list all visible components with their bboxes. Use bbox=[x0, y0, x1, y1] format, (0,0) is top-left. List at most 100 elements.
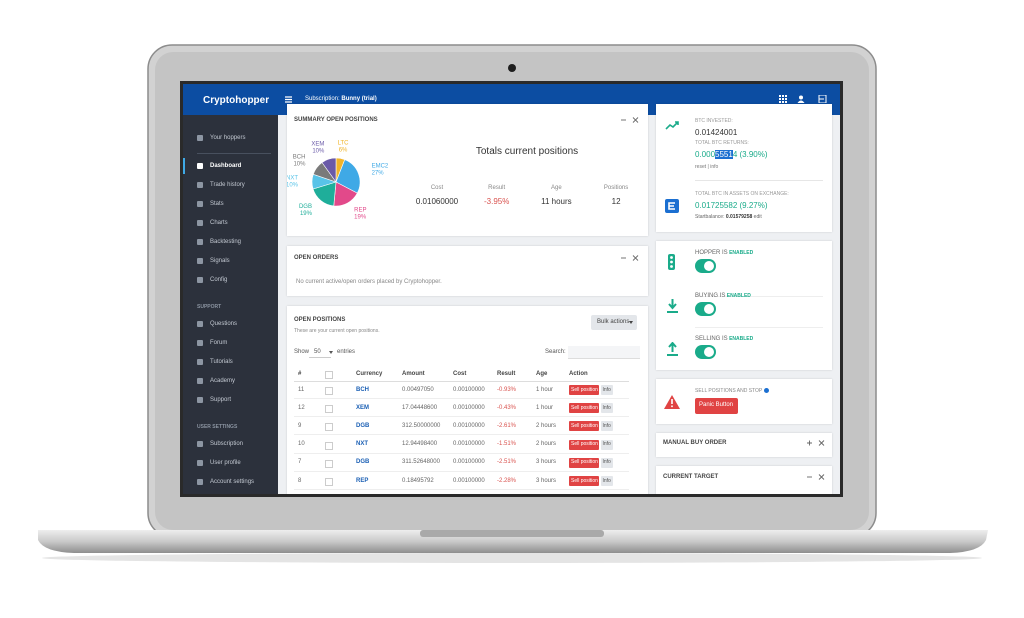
nav-item[interactable]: Config bbox=[210, 276, 228, 283]
cell: 12.94498400 bbox=[402, 441, 438, 448]
nav-item[interactable]: Your hoppers bbox=[210, 134, 246, 141]
info-link[interactable]: info bbox=[710, 164, 719, 170]
pie-slice bbox=[321, 157, 337, 183]
cell: -1.51% bbox=[497, 441, 517, 448]
sell-button[interactable] bbox=[569, 385, 599, 395]
info-button[interactable] bbox=[601, 421, 613, 432]
currency-link[interactable]: NXT bbox=[356, 441, 368, 448]
sell-button-label[interactable]: Sell position bbox=[571, 404, 598, 411]
camera bbox=[508, 64, 516, 72]
sell-button[interactable] bbox=[569, 439, 599, 450]
column-header: Amount bbox=[402, 370, 425, 377]
info-button-label[interactable]: Info bbox=[602, 477, 611, 484]
toggle-state: ENABLED bbox=[729, 249, 754, 256]
nav-item[interactable]: Support bbox=[210, 396, 232, 403]
toggle-knob[interactable] bbox=[704, 304, 714, 314]
value-part: 0.000 bbox=[695, 150, 716, 159]
cell: 0.18495792 bbox=[402, 477, 434, 484]
currency-link[interactable]: DGB bbox=[356, 422, 370, 429]
label: TOTAL BTC IN ASSETS ON EXCHANGE: bbox=[695, 191, 789, 197]
pie-value-label: 10% bbox=[293, 162, 306, 168]
info-button[interactable] bbox=[601, 403, 613, 414]
checkbox[interactable] bbox=[325, 371, 333, 379]
toggle-state: ENABLED bbox=[726, 292, 751, 299]
nav-item[interactable]: Stats bbox=[210, 200, 224, 207]
info-button[interactable] bbox=[601, 476, 613, 486]
search-input[interactable] bbox=[568, 346, 640, 359]
topbar-icons[interactable] bbox=[779, 95, 829, 103]
currency-link[interactable]: DGB bbox=[356, 459, 370, 466]
info-button-label[interactable]: Info bbox=[602, 441, 611, 448]
nav-item[interactable]: Backtesting bbox=[210, 238, 242, 245]
edit-link[interactable]: edit bbox=[753, 214, 762, 220]
currency-link[interactable]: REP bbox=[356, 477, 369, 484]
info-button-label[interactable]: Info bbox=[602, 459, 611, 466]
nav-item[interactable]: Charts bbox=[210, 219, 228, 226]
sell-button-label[interactable]: Sell position bbox=[571, 477, 598, 484]
bulk-button[interactable] bbox=[591, 315, 637, 330]
help-icon[interactable] bbox=[763, 388, 769, 393]
nav-item[interactable]: Forum bbox=[210, 339, 228, 346]
info-button-label[interactable]: Info bbox=[602, 422, 611, 429]
menu-icon[interactable] bbox=[285, 96, 292, 103]
logo[interactable]: Cryptohopper bbox=[203, 95, 270, 106]
bulk-label[interactable]: Bulk actions bbox=[597, 319, 630, 325]
sell-button-label[interactable]: Sell position bbox=[571, 422, 598, 429]
info-button[interactable] bbox=[601, 457, 613, 468]
traffic-icon bbox=[668, 254, 675, 270]
stat-label: Age bbox=[551, 184, 562, 191]
pie-label: NXT bbox=[287, 175, 298, 181]
info-button-label[interactable]: Info bbox=[602, 404, 611, 411]
subscription-plan: Bunny (trial) bbox=[341, 96, 377, 102]
info-button[interactable] bbox=[601, 385, 613, 395]
stat-value: 12 bbox=[611, 196, 621, 206]
toggle-knob[interactable] bbox=[704, 347, 714, 357]
checkbox[interactable] bbox=[325, 459, 333, 468]
checkbox[interactable] bbox=[325, 405, 333, 414]
nav-item[interactable]: User profile bbox=[210, 459, 241, 466]
checkbox[interactable] bbox=[325, 478, 333, 486]
nav-item[interactable]: Academy bbox=[210, 377, 236, 384]
nav-item[interactable]: Dashboard bbox=[210, 162, 242, 169]
panic-button-label[interactable]: Panic Button bbox=[698, 402, 734, 408]
nav-item[interactable]: Trade history bbox=[210, 181, 245, 188]
nav-item[interactable]: Signals bbox=[210, 257, 230, 264]
cell: 3 hours bbox=[536, 477, 557, 484]
nav-item[interactable]: Subscription bbox=[210, 440, 244, 447]
nav-item[interactable]: Tutorials bbox=[210, 358, 233, 365]
cell: -0.93% bbox=[497, 386, 517, 393]
laptop-base bbox=[38, 530, 988, 553]
pie-value-label: 19% bbox=[354, 215, 367, 221]
show-select[interactable] bbox=[309, 346, 331, 358]
row-line bbox=[294, 470, 629, 472]
panic-button[interactable] bbox=[695, 398, 738, 414]
toggle-label: SELLING IS ENABLED bbox=[695, 336, 753, 343]
toggle-knob[interactable] bbox=[704, 261, 714, 271]
sell-button[interactable] bbox=[569, 421, 599, 432]
panel-title: CURRENT TARGET bbox=[663, 474, 719, 480]
currency-link[interactable]: XEM bbox=[356, 404, 370, 411]
checkbox[interactable] bbox=[325, 441, 333, 450]
nav-icon bbox=[197, 239, 203, 245]
info-button[interactable] bbox=[601, 439, 613, 450]
show-value[interactable]: 50 bbox=[314, 349, 321, 355]
panel-title: OPEN POSITIONS bbox=[294, 317, 346, 323]
toggle-label: HOPPER IS ENABLED bbox=[695, 250, 753, 257]
nav-icon bbox=[197, 220, 203, 226]
checkbox[interactable] bbox=[325, 387, 333, 395]
currency-link[interactable]: BCH bbox=[356, 386, 369, 393]
nav-item[interactable]: Questions bbox=[210, 320, 238, 327]
reset-link[interactable]: reset bbox=[695, 164, 707, 170]
sell-button-label[interactable]: Sell position bbox=[571, 441, 598, 448]
sell-button-label[interactable]: Sell position bbox=[571, 386, 598, 393]
toggle-label: BUYING IS ENABLED bbox=[695, 293, 751, 300]
sell-button[interactable] bbox=[569, 403, 599, 414]
sell-button[interactable] bbox=[569, 457, 599, 468]
nav-item[interactable]: Account settings bbox=[210, 478, 255, 485]
info-button-label[interactable]: Info bbox=[602, 386, 611, 393]
sell-button-label[interactable]: Sell position bbox=[571, 459, 598, 466]
cell: 0.00100000 bbox=[453, 459, 485, 466]
sell-button[interactable] bbox=[569, 476, 599, 486]
value: 0.01424001 bbox=[695, 128, 738, 137]
checkbox[interactable] bbox=[325, 423, 333, 432]
